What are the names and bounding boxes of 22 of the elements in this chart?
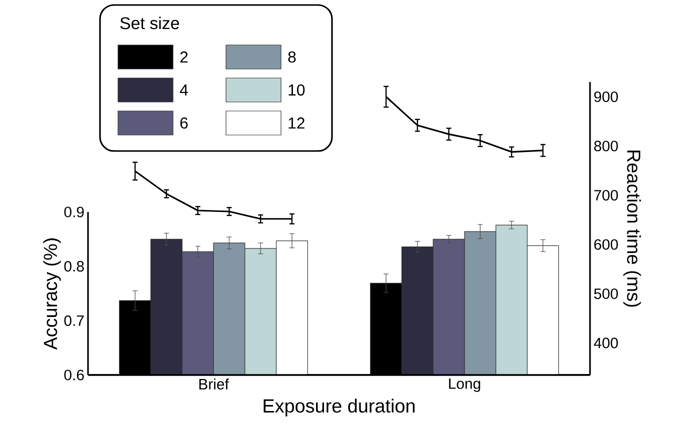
legend-label: 8 — [288, 51, 296, 63]
y-axis-title: Reaction time (ms) — [623, 150, 641, 307]
y-tick-label: 600 — [594, 239, 618, 250]
y-tick-label: 800 — [594, 140, 618, 152]
x-axis-title: Exposure duration — [264, 398, 415, 416]
y-tick-label: 0.7 — [64, 315, 84, 326]
y-tick-label: 400 — [594, 338, 618, 348]
legend-label: 4 — [180, 84, 188, 96]
legend-label: 10 — [288, 84, 305, 96]
x-tick-label: Brief — [199, 378, 229, 390]
y-axis-title: Accuracy (%) — [43, 238, 61, 350]
y-tick-label: 0.8 — [64, 261, 84, 272]
legend-label: 2 — [180, 51, 188, 63]
legend-title: Set size — [120, 16, 180, 30]
y-tick-label: 0.6 — [64, 370, 84, 380]
y-tick-label: 0.9 — [64, 206, 84, 218]
y-tick-label: 900 — [594, 91, 618, 102]
x-tick-label: Long — [449, 378, 480, 392]
y-tick-label: 700 — [594, 190, 618, 201]
legend-label: 6 — [180, 117, 188, 129]
y-tick-label: 500 — [594, 288, 618, 300]
legend-label: 12 — [288, 117, 304, 129]
